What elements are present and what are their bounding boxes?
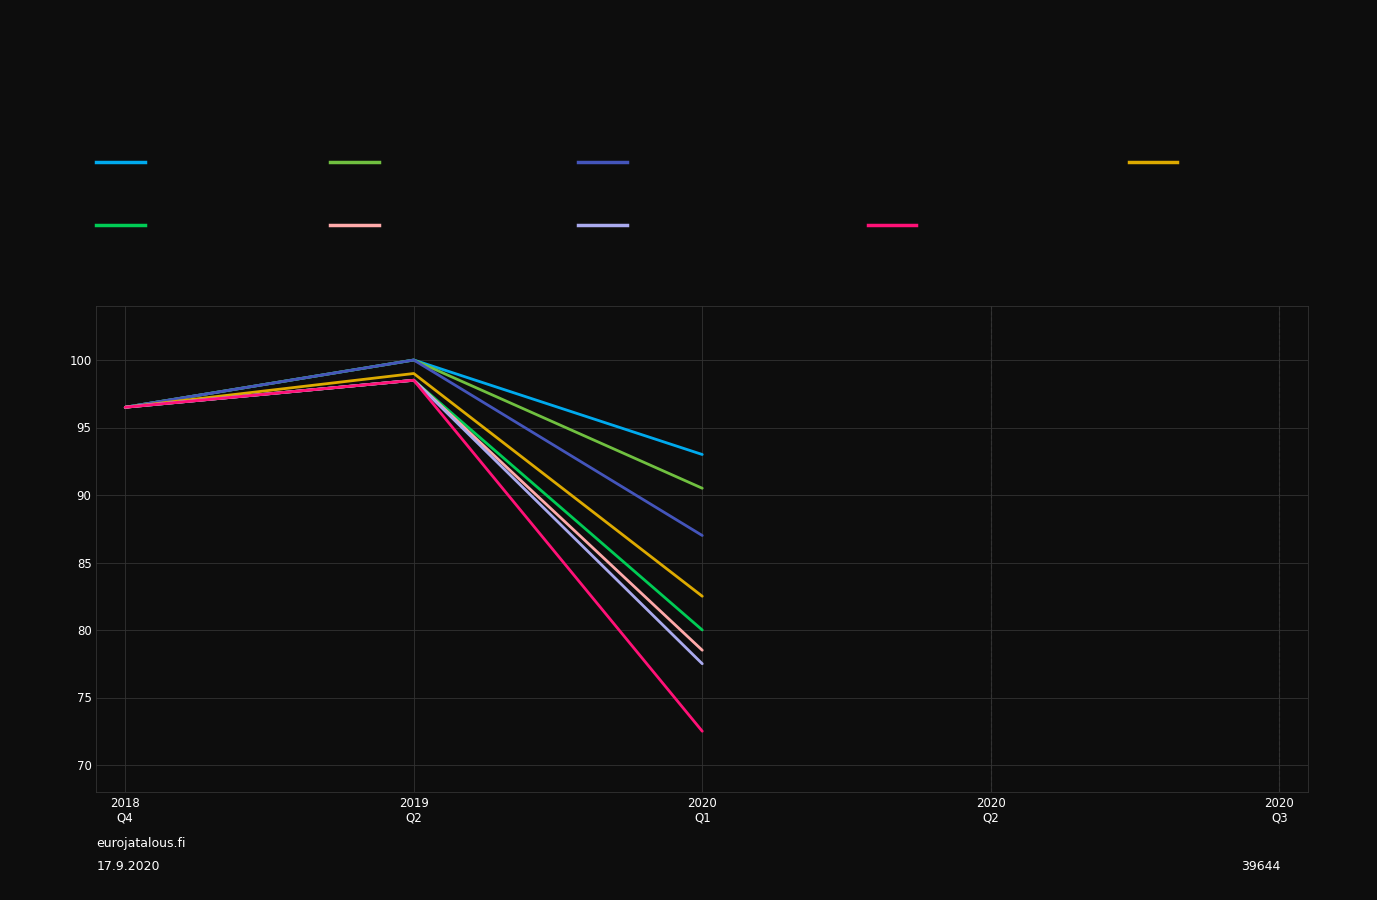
Text: 39644: 39644	[1241, 860, 1281, 873]
Text: 17.9.2020: 17.9.2020	[96, 860, 160, 873]
Text: eurojatalous.fi: eurojatalous.fi	[96, 838, 186, 850]
